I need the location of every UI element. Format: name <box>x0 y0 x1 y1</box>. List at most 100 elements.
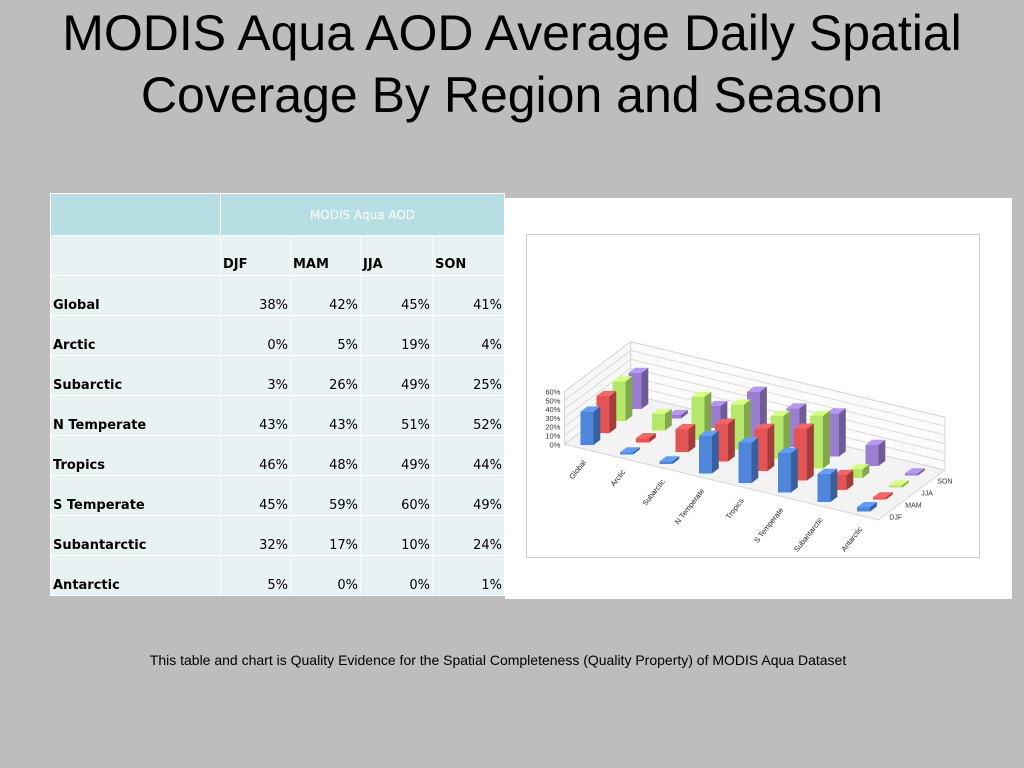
table-group-header-row: MODIS Aqua AOD <box>50 193 505 236</box>
x-category-label: S Temperate <box>752 506 785 545</box>
bar-top-face <box>731 399 751 405</box>
bar-mam-subarctic <box>675 424 696 452</box>
table-cell: 45% <box>220 475 291 516</box>
bar-top-face <box>707 400 728 406</box>
table-cell: 44% <box>432 435 505 476</box>
table-cell: 32% <box>220 515 291 556</box>
table-row: Global 38% 42% 45% 41% <box>50 275 505 316</box>
bar-top-face <box>794 423 814 429</box>
bar-top-face <box>754 423 775 429</box>
table-cell: 0% <box>360 555 433 596</box>
bar-top-face <box>857 502 877 508</box>
bar-mam-antarctic <box>873 492 893 500</box>
table-cell: 45% <box>360 275 433 316</box>
bar-djf-antarctic <box>857 502 877 512</box>
table-cell: 24% <box>432 515 505 556</box>
bar-top-face <box>889 480 909 486</box>
row-label: S Temperate <box>50 475 221 516</box>
table-cell: 41% <box>432 275 505 316</box>
bar-side-face <box>625 376 633 421</box>
bar-front-face <box>636 438 649 443</box>
table-row: Tropics 46% 48% 49% 44% <box>50 435 505 476</box>
bar-side-face <box>870 502 877 512</box>
table-cell: 38% <box>220 275 291 316</box>
table-corner-cell <box>50 193 221 236</box>
column-header: JJA <box>360 235 433 276</box>
table-cell: 4% <box>432 315 505 356</box>
bar-top-face <box>873 492 893 498</box>
bar-top-face <box>786 403 807 409</box>
table-cell: 46% <box>220 435 291 476</box>
bar-djf-s-temperate <box>778 447 798 493</box>
table-group-title: MODIS Aqua AOD <box>220 193 505 236</box>
row-label: Arctic <box>50 315 221 356</box>
bar-front-face <box>849 469 863 478</box>
bar-son-antarctic <box>905 468 925 476</box>
bar-top-face <box>612 376 633 382</box>
table-cell: 5% <box>290 315 361 356</box>
gridline <box>564 341 945 418</box>
table-cell: 1% <box>432 555 505 596</box>
table-cell: 17% <box>290 515 361 556</box>
bar-front-face <box>668 415 681 419</box>
y-tick-label: 40% <box>545 405 560 414</box>
bar-front-face <box>580 411 594 445</box>
bar-side-face <box>609 390 617 433</box>
bar-side-face <box>688 424 696 452</box>
bar-side-face <box>744 399 751 450</box>
table-cell: 25% <box>432 355 505 396</box>
bar-jja-arctic <box>652 408 672 431</box>
bar-side-face <box>704 391 712 440</box>
table-row: S Temperate 45% 59% 60% 49% <box>50 475 505 516</box>
x-category-label: Arctic <box>609 468 628 489</box>
table-cell: 5% <box>220 555 291 596</box>
row-label: Global <box>50 275 221 316</box>
gridline <box>564 350 945 427</box>
bar-front-face <box>699 435 712 474</box>
bar-mam-arctic <box>636 433 656 443</box>
bar-front-face <box>905 473 918 476</box>
bar-top-face <box>580 406 601 412</box>
bar-top-face <box>738 437 759 443</box>
series-label: MAM <box>905 502 922 509</box>
bar-djf-arctic <box>620 447 640 455</box>
bar-side-face <box>886 492 893 500</box>
chart-frame: 0% 10% 20% 30% 40% 50% 60% Global Arctic Subarcti… <box>526 234 980 558</box>
table-row: Subarctic 3% 26% 49% 25% <box>50 355 505 396</box>
row-label: Tropics <box>50 435 221 476</box>
table-cell: 10% <box>360 515 433 556</box>
bar-top-face <box>747 386 767 392</box>
bar-top-face <box>620 447 640 453</box>
table-header-empty <box>50 235 221 276</box>
table-cell: 60% <box>360 475 433 516</box>
bar-djf-subantarctic <box>817 468 838 502</box>
bar-side-face <box>649 433 656 443</box>
series-label: JJA <box>921 490 933 497</box>
bar-side-face <box>681 409 688 419</box>
bar-jja-antarctic <box>889 480 909 488</box>
bar-top-face <box>715 418 735 424</box>
bar-top-face <box>826 408 846 414</box>
x-category-label: N Temperate <box>673 487 706 526</box>
y-tick-label: 0% <box>550 440 561 449</box>
x-category-label: Subarctic <box>640 477 666 507</box>
table-cell: 42% <box>290 275 361 316</box>
table-cell: 59% <box>290 475 361 516</box>
bar-front-face <box>738 442 752 483</box>
bar-top-face <box>596 390 617 396</box>
series-label: SON <box>937 478 952 485</box>
x-category-label: Subantarctic <box>792 515 825 554</box>
bar-side-face <box>751 437 759 483</box>
bar-side-face <box>665 408 672 431</box>
bar-front-face <box>620 452 633 455</box>
column-header: SON <box>432 235 505 276</box>
table-cell: 51% <box>360 395 433 436</box>
bar-djf-tropics <box>738 437 759 483</box>
y-tick-label: 20% <box>545 423 560 432</box>
bar-djf-global <box>580 406 601 445</box>
bar-top-face <box>636 433 656 439</box>
bar-top-face <box>659 456 680 462</box>
bar-djf-subarctic <box>659 456 680 464</box>
bar-front-face <box>652 413 665 431</box>
bar-side-face <box>712 430 719 474</box>
